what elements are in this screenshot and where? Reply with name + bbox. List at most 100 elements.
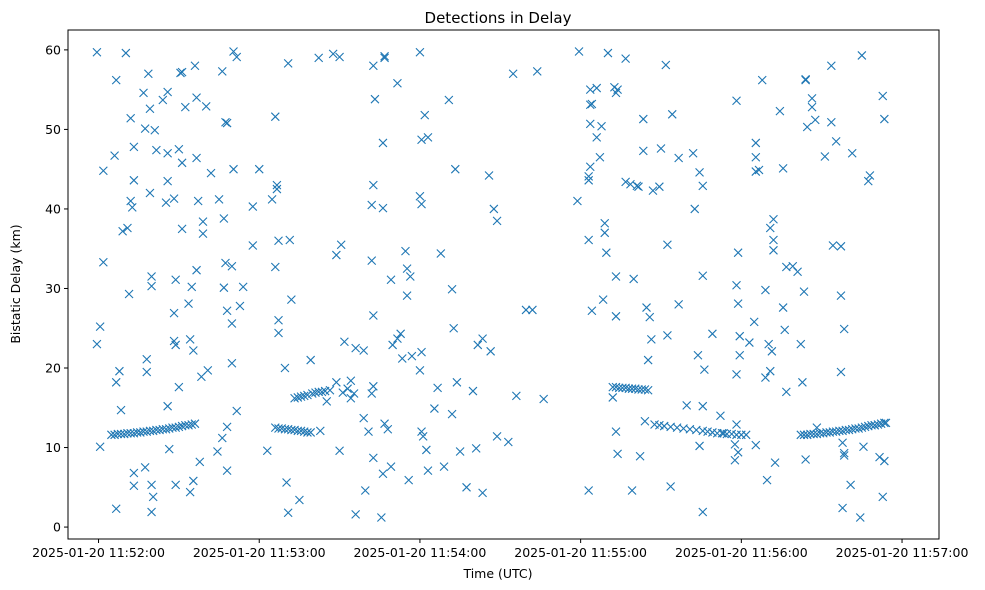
data-point — [164, 444, 174, 454]
data-point — [307, 389, 317, 398]
data-point — [629, 274, 639, 284]
data-point — [733, 248, 743, 258]
data-point — [163, 87, 173, 97]
data-point — [592, 132, 602, 142]
data-point — [859, 442, 868, 452]
data-point — [274, 315, 283, 325]
data-point — [492, 432, 502, 441]
data-point — [674, 299, 684, 309]
y-tick-label: 10 — [45, 440, 61, 455]
data-point — [735, 331, 745, 341]
data-point — [801, 74, 811, 84]
y-tick-label: 0 — [53, 520, 61, 535]
data-point — [611, 311, 621, 321]
data-point — [151, 145, 161, 155]
data-point — [285, 235, 295, 245]
data-point — [280, 363, 290, 373]
data-point — [873, 420, 883, 429]
data-point — [449, 323, 459, 333]
data-point — [857, 423, 867, 433]
data-point — [111, 504, 121, 514]
data-point — [624, 384, 634, 394]
data-point — [206, 168, 216, 178]
data-point — [751, 440, 761, 450]
data-point — [640, 416, 650, 426]
data-point — [198, 229, 208, 238]
data-point — [405, 272, 415, 281]
data-point — [147, 507, 156, 517]
data-point — [603, 48, 613, 58]
data-point — [176, 68, 185, 78]
data-point — [417, 135, 426, 145]
data-point — [171, 423, 181, 433]
data-point — [386, 462, 396, 472]
x-tick-label: 2025-01-20 11:55:00 — [514, 545, 647, 560]
data-point — [380, 419, 389, 429]
data-point — [584, 175, 594, 185]
data-point — [793, 267, 802, 277]
data-point — [698, 181, 708, 191]
data-point — [632, 181, 642, 191]
data-point — [296, 392, 306, 402]
data-point — [367, 389, 377, 398]
data-point — [682, 400, 692, 410]
data-point — [232, 406, 242, 416]
data-point — [735, 350, 745, 360]
y-tick-label: 40 — [45, 201, 61, 216]
data-point — [642, 303, 651, 312]
data-point — [359, 346, 369, 355]
data-point — [698, 507, 708, 517]
data-point — [656, 144, 666, 153]
data-point — [761, 285, 770, 295]
data-point — [368, 453, 378, 463]
data-point — [839, 324, 849, 334]
data-point — [203, 366, 213, 375]
data-point — [613, 85, 622, 95]
data-point — [828, 241, 838, 250]
data-point — [129, 468, 139, 478]
data-point — [420, 110, 430, 120]
data-point — [343, 384, 353, 394]
data-point — [123, 428, 132, 438]
data-point — [286, 295, 296, 304]
data-point — [865, 171, 875, 180]
data-point — [248, 202, 258, 211]
data-point — [192, 153, 201, 163]
data-point — [754, 165, 764, 175]
data-point — [757, 75, 767, 85]
data-point — [810, 115, 820, 125]
data-point — [585, 162, 595, 172]
data-point — [98, 166, 108, 176]
data-point — [232, 52, 242, 62]
data-point — [262, 446, 272, 456]
data-point — [781, 387, 791, 397]
data-point — [732, 280, 741, 290]
data-point — [174, 422, 184, 432]
data-point — [368, 61, 378, 71]
data-point — [254, 164, 264, 174]
data-point — [640, 385, 650, 394]
data-point — [478, 334, 487, 343]
data-point — [539, 394, 549, 404]
data-point — [142, 367, 152, 377]
data-point — [839, 448, 849, 458]
data-point — [238, 282, 248, 292]
data-point — [188, 346, 198, 355]
data-point — [751, 152, 761, 162]
data-point — [698, 271, 708, 281]
data-point — [367, 256, 377, 266]
data-point — [201, 101, 211, 111]
data-point — [646, 334, 656, 344]
data-point — [393, 78, 402, 88]
data-point — [876, 419, 886, 429]
data-point — [719, 428, 729, 438]
data-point — [184, 299, 193, 308]
data-point — [688, 148, 698, 158]
data-point — [733, 447, 743, 457]
data-point — [187, 282, 197, 292]
data-point — [769, 245, 778, 255]
data-point — [222, 306, 232, 316]
data-point — [415, 366, 425, 375]
data-point — [839, 451, 849, 460]
data-point — [654, 182, 664, 192]
